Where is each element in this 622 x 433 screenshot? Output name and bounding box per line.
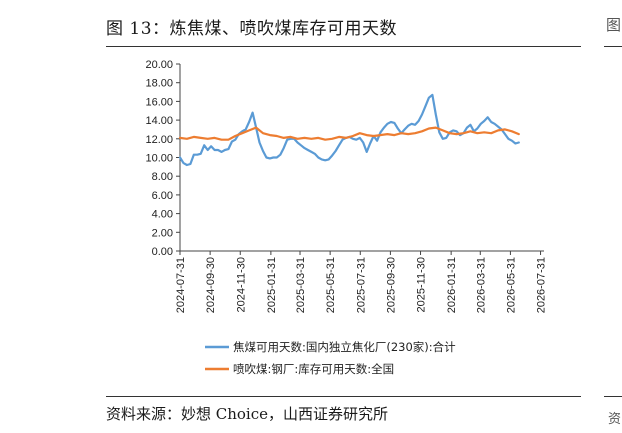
legend-label-2: 喷吹煤:钢厂:库存可用天数:全国 xyxy=(233,362,394,376)
x-tick-label: 2025-07-31 xyxy=(355,257,367,313)
x-tick-label: 2026-03-31 xyxy=(475,257,487,313)
legend-label-1: 焦煤可用天数:国内独立焦化厂(230家):合计 xyxy=(233,340,456,354)
right-edge-title-glyph: 图 xyxy=(606,16,622,34)
right-edge-source-glyph: 资 xyxy=(608,412,622,427)
x-tick-label: 2026-05-31 xyxy=(505,257,517,313)
bottom-rule xyxy=(106,396,581,397)
y-tick-label: 2.00 xyxy=(152,227,173,239)
y-tick-label: 6.00 xyxy=(152,190,173,202)
x-tick-label: 2025-05-31 xyxy=(325,257,337,313)
source-note: 资料来源：妙想 Choice，山西证券研究所 xyxy=(106,405,389,423)
x-tick-label: 2024-07-31 xyxy=(175,257,187,313)
y-tick-label: 8.00 xyxy=(152,171,173,183)
y-tick-label: 16.00 xyxy=(145,96,173,108)
y-tick-label: 14.00 xyxy=(145,115,173,127)
figure-title: 图 13：炼焦煤、喷吹煤库存可用天数 xyxy=(106,19,398,39)
top-rule-right xyxy=(604,46,622,47)
bottom-rule-right xyxy=(604,396,622,397)
x-tick-label: 2024-09-30 xyxy=(205,257,217,313)
x-tick-label: 2025-09-30 xyxy=(385,257,397,313)
y-tick-label: 20.00 xyxy=(145,59,173,71)
x-tick-label: 2025-11-30 xyxy=(416,257,428,312)
y-tick-label: 10.00 xyxy=(145,153,173,165)
y-tick-label: 4.00 xyxy=(152,209,173,221)
top-rule xyxy=(106,46,581,47)
series-line-1 xyxy=(178,93,520,167)
x-tick-label: 2026-01-31 xyxy=(446,257,458,313)
series-line-2 xyxy=(178,126,520,141)
x-tick-label: 2024-11-30 xyxy=(235,257,247,312)
x-tick-label: 2025-01-31 xyxy=(266,257,278,313)
y-tick-label: 18.00 xyxy=(145,78,173,90)
x-tick-label: 2026-07-31 xyxy=(536,257,548,313)
x-tick-label: 2025-03-31 xyxy=(295,257,307,313)
y-tick-label: 12.00 xyxy=(145,134,173,146)
y-tick-label: 0.00 xyxy=(152,246,173,258)
